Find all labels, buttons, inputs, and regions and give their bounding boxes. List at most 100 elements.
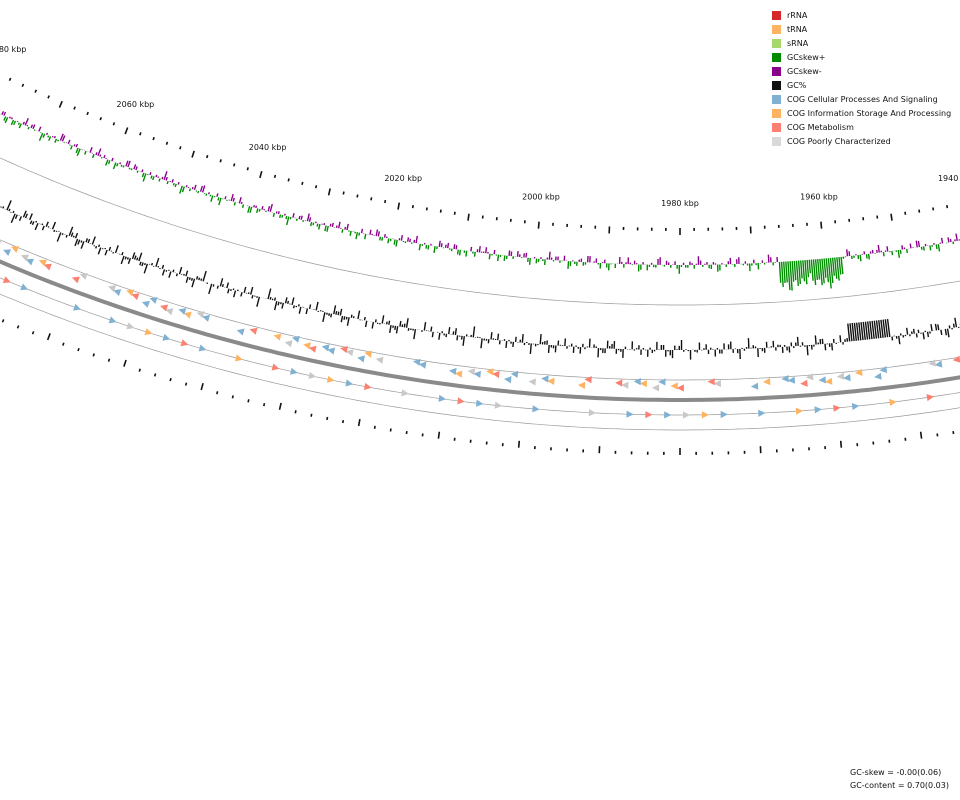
gene-arrow (43, 263, 52, 271)
gc-skew-bar (406, 237, 410, 242)
scale-tick (205, 154, 209, 159)
gene-arrow (178, 308, 187, 315)
gc-skew-bar (277, 211, 280, 215)
gene-arrow (38, 259, 47, 267)
gc-skew-bar (48, 136, 52, 141)
gc-content-bar (198, 277, 201, 281)
gc-skew-bar (838, 257, 842, 275)
gc-content-bar (394, 325, 397, 330)
gene-arrow (165, 308, 174, 316)
outer-tick-marks (8, 77, 960, 235)
gc-skew-bar (128, 167, 131, 170)
legend-label: COG Poorly Characterized (787, 136, 891, 146)
gc-skew-bar (309, 221, 313, 227)
gc-skew-bar (285, 215, 288, 220)
gc-skew-bar (836, 257, 840, 281)
inner-scale-tick (263, 402, 266, 407)
gc-skew-bar (808, 259, 812, 274)
inner-scale-tick (1, 319, 5, 323)
scale-label: 2040 kbp (249, 143, 287, 152)
gc-skew-bar (789, 261, 793, 291)
gc-content-bar (934, 323, 938, 331)
gc-skew-bar (473, 251, 476, 257)
gc-skew-bar (135, 166, 138, 171)
gc-skew-bar (317, 223, 321, 230)
gc-content-bar (875, 320, 880, 339)
scale-tick (301, 181, 304, 186)
gc-content-bar (431, 331, 434, 338)
inner-scale-tick (31, 331, 35, 335)
gc-content-bar (480, 338, 483, 349)
cog-gene-features (0, 240, 960, 419)
gc-content-bar (188, 277, 191, 281)
gc-skew-bar (158, 178, 161, 182)
gc-skew-bar (379, 236, 382, 241)
scale-tick (179, 146, 182, 150)
gc-skew-bar (825, 258, 830, 283)
gc-content-bar (34, 223, 39, 231)
gc-skew-bar (275, 211, 278, 214)
gc-skew-bar (829, 257, 834, 283)
gc-skew-bar (899, 249, 902, 254)
gc-content-bar (22, 210, 27, 218)
inner-scale-tick (231, 395, 234, 399)
gc-skew-bar (465, 250, 468, 257)
scale-tick (946, 204, 949, 209)
scale-label: 2080 kbp (0, 45, 26, 54)
gene-arrow (113, 289, 122, 297)
gc-skew-bar (241, 204, 245, 208)
legend-swatch (772, 94, 781, 104)
gene-arrow (236, 328, 245, 336)
gc-skew-bar (831, 257, 836, 276)
gc-content-bar (150, 262, 154, 266)
gc-skew-bar (433, 246, 436, 253)
gc-content-bar (849, 323, 853, 342)
gc-content-bar (74, 232, 79, 239)
gc-skew-bar (76, 148, 81, 157)
gc-skew-bar (375, 229, 379, 237)
gc-skew-bar (949, 238, 952, 243)
gc-content-bar (240, 292, 243, 297)
gc-content-bar (438, 332, 441, 340)
gc-skew-bar (292, 213, 295, 218)
gc-skew-bar (383, 234, 386, 238)
inner-scale-tick (169, 377, 172, 382)
gc-content-bar (912, 328, 915, 334)
gc-content-bar (6, 200, 12, 211)
gene-arrow (438, 394, 447, 402)
scale-tick (370, 197, 373, 201)
gc-skew-bar (485, 247, 488, 254)
gc-content-bar (374, 319, 377, 323)
gc-content-bar (364, 320, 368, 328)
legend-label: GCskew- (787, 66, 822, 76)
gene-arrow (290, 367, 298, 375)
gc-skew-bar (141, 172, 145, 178)
gene-arrow (20, 283, 29, 291)
gc-skew-bar (364, 233, 367, 240)
gc-skew-bar (331, 222, 334, 228)
gc-skew-bar (3, 116, 7, 121)
gc-content-bar (70, 232, 74, 237)
gc-skew-bar (308, 217, 312, 222)
gc-content-bar (884, 319, 889, 338)
gc-content-bar (940, 329, 943, 336)
gc-skew-bar (821, 258, 825, 284)
gene-arrow (364, 350, 373, 358)
gc-skew-bar (256, 208, 259, 213)
legend-label: tRNA (787, 24, 808, 34)
gc-content-bar (121, 251, 124, 256)
gc-content-bar (305, 308, 309, 315)
gc-skew-bar (111, 157, 114, 162)
gc-content-bar (413, 329, 417, 340)
gc-content-bar (930, 324, 933, 332)
gc-content-bar (529, 343, 532, 354)
gene-arrow (588, 409, 597, 417)
gc-content-bar (869, 321, 873, 340)
gc-skew-bar (258, 208, 261, 212)
gc-skew-bar (787, 261, 791, 291)
gc-content-bar (41, 225, 45, 231)
gc-skew-bar (800, 260, 803, 279)
gc-content-bar (29, 220, 33, 225)
gc-statistics: GC-skew = -0.00(0.06) GC-content = 0.70(… (850, 766, 949, 792)
gc-skew-bar (42, 133, 46, 138)
